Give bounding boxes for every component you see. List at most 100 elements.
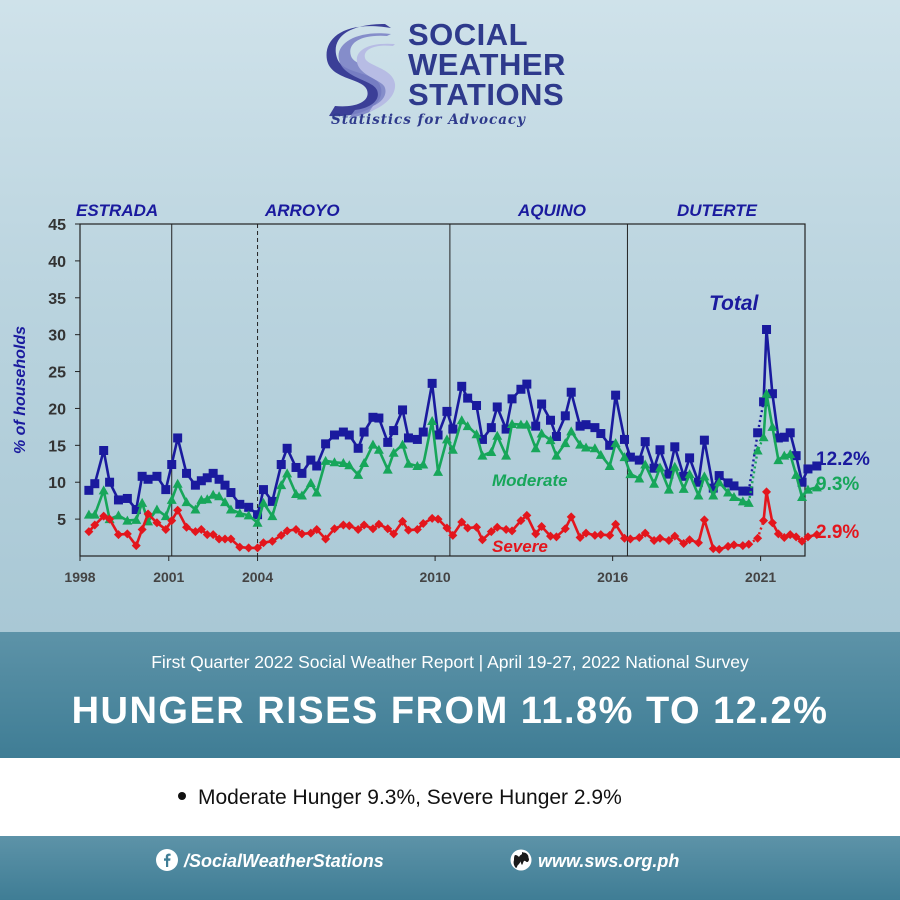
total-point: [670, 442, 680, 452]
severe-point: [575, 533, 585, 543]
moderate-point: [767, 421, 778, 431]
total-point: [655, 445, 665, 455]
severe-point: [551, 532, 561, 542]
total-point: [472, 400, 482, 410]
moderate-point: [604, 460, 615, 470]
total-point: [321, 439, 331, 449]
total-point: [84, 485, 94, 495]
severe-point: [477, 535, 487, 545]
total-point: [611, 390, 621, 400]
logo-line-weather: WEATHER: [408, 47, 566, 82]
moderate-point: [320, 455, 331, 465]
total-point: [477, 434, 487, 444]
moderate-point: [811, 482, 822, 492]
severe-point: [625, 534, 635, 544]
severe-point: [566, 512, 576, 522]
y-tick-label-20: 20: [48, 401, 66, 418]
total-point: [708, 483, 718, 493]
moderate-point: [329, 457, 340, 467]
total-point: [590, 423, 600, 433]
website-url: www.sws.org.ph: [538, 851, 680, 871]
severe-point: [472, 522, 482, 532]
plot-frame: [79, 223, 806, 557]
total-point: [90, 479, 100, 489]
bullet-dot-icon: [178, 792, 186, 801]
total-point: [418, 427, 428, 437]
total-point: [738, 486, 748, 496]
moderate-point: [282, 468, 293, 478]
facebook-link[interactable]: /SocialWeatherStations: [156, 849, 384, 873]
moderate-point: [507, 418, 518, 428]
total-point: [267, 496, 277, 506]
moderate-point: [581, 442, 592, 452]
moderate-point: [344, 460, 355, 470]
severe-point: [590, 530, 600, 540]
moderate-point: [610, 438, 621, 448]
moderate-point: [252, 517, 263, 527]
footer: /SocialWeatherStations www.sws.org.ph: [0, 836, 900, 900]
moderate-point: [137, 497, 148, 507]
moderate-point: [663, 484, 674, 494]
moderate-series-label: Moderate: [492, 471, 568, 490]
total-point: [338, 427, 348, 437]
total-point: [507, 394, 517, 404]
total-point: [143, 474, 153, 484]
x-tick-label-1998: 1998: [64, 569, 95, 585]
severe-point: [398, 516, 408, 526]
severe-point: [329, 524, 339, 534]
headline-band: First Quarter 2022 Social Weather Report…: [0, 632, 900, 758]
total-point: [214, 474, 224, 484]
moderate-point: [791, 469, 802, 479]
severe-point: [486, 527, 496, 537]
y-tick-label-5: 5: [57, 512, 66, 529]
moderate-point: [699, 471, 710, 481]
moderate-point: [714, 477, 725, 487]
y-tick-label-25: 25: [48, 365, 66, 382]
severe-point: [670, 531, 680, 541]
moderate-point: [678, 483, 689, 493]
severe-point: [427, 513, 437, 523]
total-line-dotted: [747, 401, 765, 492]
severe-point: [113, 530, 123, 540]
total-end-value: 12.2%: [816, 449, 870, 470]
total-point: [619, 434, 629, 444]
moderate-point: [655, 462, 665, 472]
severe-point: [383, 524, 393, 534]
moderate-point: [403, 458, 414, 468]
moderate-point: [802, 484, 813, 494]
moderate-point: [151, 504, 162, 514]
total-point: [566, 387, 576, 397]
severe-point: [267, 536, 277, 546]
moderate-point: [462, 421, 473, 431]
moderate-point: [166, 494, 177, 504]
report-subtitle: First Quarter 2022 Social Weather Report…: [151, 652, 749, 672]
moderate-point: [669, 461, 680, 471]
website-link[interactable]: www.sws.org.ph: [510, 849, 680, 873]
moderate-point: [625, 469, 636, 479]
total-point: [226, 488, 236, 498]
severe-point: [182, 522, 192, 532]
era-label-aquino: AQUINO: [517, 201, 586, 220]
logo-line-stations: STATIONS: [408, 77, 565, 112]
moderate-point: [545, 435, 556, 445]
moderate-point: [752, 445, 763, 455]
moderate-point: [447, 444, 458, 454]
severe-point: [196, 524, 206, 534]
severe-point: [276, 530, 286, 540]
facebook-handle: /SocialWeatherStations: [184, 851, 384, 871]
total-point: [767, 389, 777, 399]
moderate-point: [441, 434, 452, 444]
moderate-point: [243, 510, 254, 520]
severe-point: [282, 526, 292, 536]
moderate-point: [131, 514, 142, 524]
moderate-point: [291, 489, 302, 499]
moderate-point: [373, 444, 384, 454]
total-point: [329, 430, 339, 440]
severe-point: [143, 509, 153, 519]
total-point: [368, 412, 378, 422]
severe-point: [161, 524, 171, 534]
severe-point: [297, 529, 307, 539]
logo-tagline: Statistics for Advocacy: [331, 112, 526, 128]
moderate-point: [190, 504, 201, 514]
moderate-point: [89, 509, 100, 519]
